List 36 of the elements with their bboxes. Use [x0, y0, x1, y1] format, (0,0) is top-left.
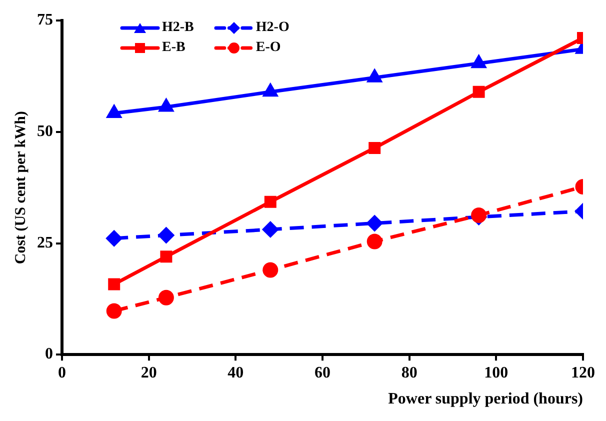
point — [107, 105, 122, 118]
legend-label: E-B — [162, 40, 186, 56]
x-tick-label: 100 — [484, 364, 508, 382]
point — [158, 290, 174, 306]
x-tick-label: 120 — [571, 364, 595, 382]
x-tick-label: 0 — [58, 364, 66, 382]
point — [472, 86, 485, 98]
y-tick-label: 75 — [37, 12, 53, 29]
legend-label: E-O — [256, 40, 281, 56]
point — [108, 278, 120, 290]
y-tick-label: 25 — [37, 234, 53, 252]
point — [366, 234, 382, 250]
point — [262, 262, 278, 278]
y-axis-title: Cost (US cent per kWh) — [12, 111, 29, 264]
point — [263, 84, 278, 97]
point — [160, 250, 172, 263]
x-tick-label: 20 — [140, 364, 157, 382]
point — [158, 228, 174, 243]
point — [106, 230, 122, 246]
point — [368, 142, 381, 154]
point — [159, 99, 174, 112]
x-axis-title: Power supply period (hours) — [388, 390, 583, 408]
x-tick-label: 40 — [228, 364, 244, 382]
legend-label: H2-B — [162, 20, 194, 36]
point — [366, 215, 382, 231]
point — [472, 56, 486, 68]
legend-label: H2-O — [256, 20, 290, 36]
point — [368, 70, 382, 82]
point — [262, 222, 278, 238]
x-tick-label: 80 — [401, 364, 418, 382]
point — [471, 207, 487, 223]
y-tick-label: 0 — [45, 346, 53, 363]
y-tick-label: 50 — [37, 123, 53, 140]
point — [106, 303, 122, 319]
point — [264, 196, 276, 208]
x-tick-label: 60 — [314, 364, 330, 382]
